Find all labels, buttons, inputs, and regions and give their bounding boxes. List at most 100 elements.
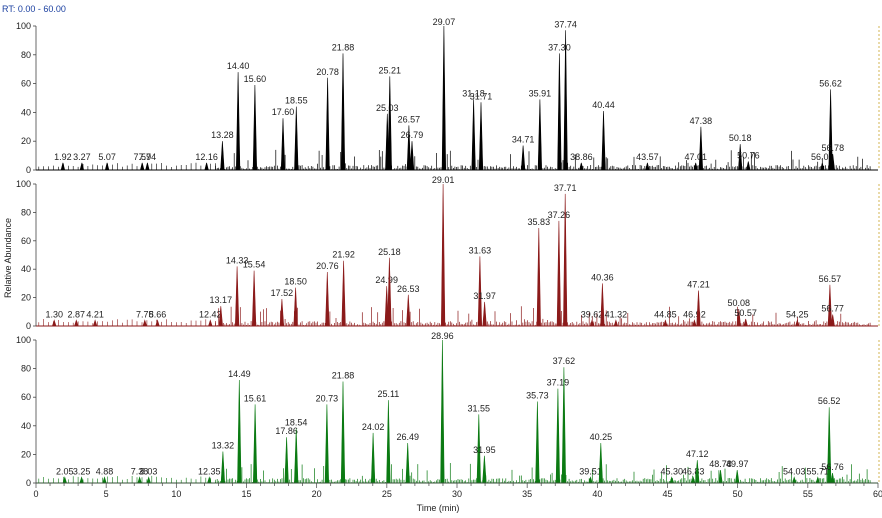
x-tick-label: 10 xyxy=(171,489,181,499)
peak xyxy=(220,451,226,484)
x-tick-label: 50 xyxy=(733,489,743,499)
peak xyxy=(598,442,603,484)
peak-label: 13.17 xyxy=(210,295,233,305)
peak-label: 24.02 xyxy=(362,422,385,432)
peak xyxy=(370,432,376,484)
x-tick-label: 15 xyxy=(241,489,251,499)
peak-label: 18.55 xyxy=(285,96,308,106)
noise-spikes xyxy=(215,463,871,483)
peak xyxy=(146,476,151,484)
peak xyxy=(252,404,258,484)
y-tick-label: 60 xyxy=(21,236,31,246)
peak xyxy=(140,162,145,171)
low-baseline xyxy=(38,162,216,170)
x-tick-label: 35 xyxy=(522,489,532,499)
peak xyxy=(663,319,668,327)
peak xyxy=(280,118,286,171)
peak-label: 21.92 xyxy=(332,250,355,260)
peak xyxy=(645,162,650,171)
rt-range-label: RT: 0.00 - 60.00 xyxy=(2,4,66,14)
peak xyxy=(830,314,835,327)
peak-label: 45.30 xyxy=(660,466,683,476)
x-tick-label: 40 xyxy=(592,489,602,499)
peak-label: 29.07 xyxy=(433,17,456,27)
peak-label: 43.57 xyxy=(636,152,659,162)
peak xyxy=(791,476,797,484)
peak-label: 7.94 xyxy=(139,152,157,162)
peak xyxy=(74,319,79,327)
y-tick-label: 40 xyxy=(21,421,31,431)
peak-label: 7.38 xyxy=(131,466,149,476)
peak-label: 8.03 xyxy=(140,466,158,476)
y-tick-label: 100 xyxy=(16,335,31,345)
peak xyxy=(482,455,487,484)
chart-panels: 0 20 40 60 80 100 1.92 3.27 5.07 7.577.94 12.16 13.… xyxy=(16,17,880,488)
peak xyxy=(220,141,225,171)
y-axis-title: Relative Abundance xyxy=(3,218,13,298)
peak xyxy=(827,284,833,327)
peak xyxy=(738,144,743,171)
peak xyxy=(252,84,258,171)
y-tick-label: 80 xyxy=(21,50,31,60)
peak-label: 12.42 xyxy=(199,309,222,319)
peak xyxy=(279,298,285,327)
peak xyxy=(736,308,741,327)
peak-label: 2.05 xyxy=(56,466,74,476)
peak xyxy=(557,53,562,171)
peak-label: 26.49 xyxy=(396,432,419,442)
peak xyxy=(600,283,605,327)
x-tick-label: 20 xyxy=(312,489,322,499)
noise-spikes xyxy=(215,306,871,326)
y-tick-label: 80 xyxy=(21,207,31,217)
peak-label: 39.51 xyxy=(579,466,602,476)
peak xyxy=(51,319,57,327)
peak-label: 35.83 xyxy=(528,217,551,227)
peak-label: 37.19 xyxy=(547,378,570,388)
panel-2-trace: 0 20 40 60 80 100 1.30 2.87 4.21 7.758.66 12.42 13.… xyxy=(16,175,880,331)
peak xyxy=(743,318,748,327)
peak-label: 38.86 xyxy=(570,152,593,162)
y-tick-label: 60 xyxy=(21,392,31,402)
peak xyxy=(341,260,346,327)
peak xyxy=(235,72,241,171)
peak-label: 4.88 xyxy=(96,466,114,476)
peak xyxy=(795,319,800,327)
peak-label: 48.78 xyxy=(709,459,732,469)
peak-label: 14.33 xyxy=(226,255,249,265)
peak xyxy=(406,125,412,171)
x-axis: 0 5 10 15 20 25 30 35 40 45 50 55 60 xyxy=(33,482,882,499)
peak xyxy=(579,162,584,171)
peak-label: 50.18 xyxy=(729,133,752,143)
low-baseline xyxy=(38,319,216,326)
peak xyxy=(828,89,833,171)
peak-label: 3.27 xyxy=(73,152,91,162)
peak-label: 1.92 xyxy=(54,152,72,162)
peak xyxy=(563,193,568,327)
peak xyxy=(79,162,85,171)
peak-label: 55.71 xyxy=(807,466,830,476)
peak-label: 14.40 xyxy=(227,61,250,71)
peak-label: 56.78 xyxy=(822,143,845,153)
peak xyxy=(325,77,330,171)
peak xyxy=(478,102,484,171)
peak-label: 20.73 xyxy=(316,393,339,403)
peak xyxy=(251,270,257,327)
y-tick-label: 0 xyxy=(26,321,31,331)
peak xyxy=(386,400,391,484)
peak xyxy=(60,162,66,171)
peak-label: 49.97 xyxy=(726,459,749,469)
peak-label: 47.01 xyxy=(684,152,707,162)
peak-label: 31.63 xyxy=(469,245,492,255)
peak-label: 18.50 xyxy=(284,277,307,287)
peak-label: 47.38 xyxy=(690,116,713,126)
x-tick-label: 60 xyxy=(873,489,882,499)
peak-label: 50.57 xyxy=(734,308,757,318)
peak-label: 44.85 xyxy=(654,309,677,319)
peak-label: 25.11 xyxy=(377,389,399,399)
peak xyxy=(92,319,98,327)
peak-label: 46.83 xyxy=(682,466,705,476)
peak xyxy=(440,339,445,484)
peak xyxy=(145,162,150,171)
peak-label: 31.95 xyxy=(473,445,496,455)
peak-label: 31.97 xyxy=(473,291,496,301)
